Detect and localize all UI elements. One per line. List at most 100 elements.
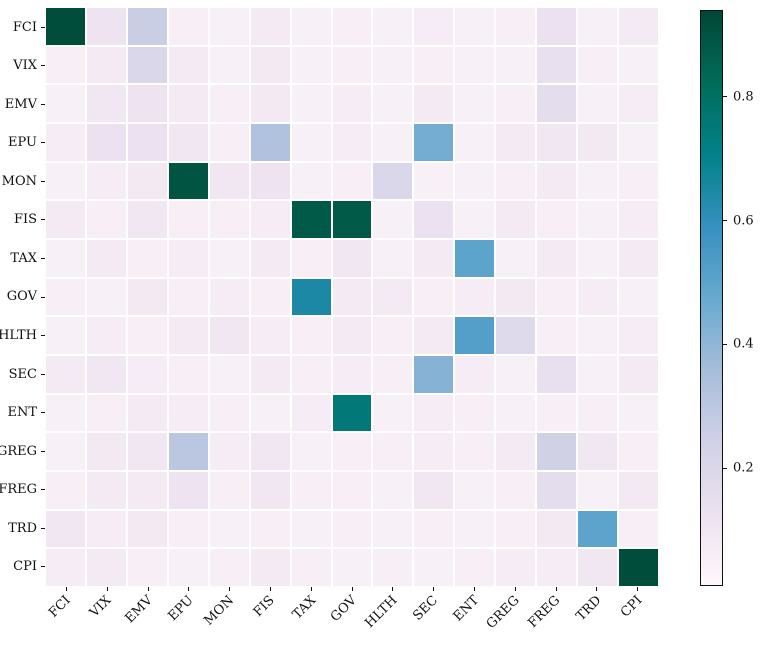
x-tick-label: EPU xyxy=(165,593,197,625)
heatmap-cell xyxy=(619,433,658,470)
x-tick-label: GREG xyxy=(483,593,523,632)
heatmap-cell xyxy=(455,510,495,548)
heatmap-cell xyxy=(414,317,454,354)
heatmap-cell xyxy=(46,85,85,122)
heatmap-cell xyxy=(373,356,413,393)
heatmap-cell xyxy=(46,549,85,586)
heatmap-cell xyxy=(373,472,413,509)
y-tick-mark xyxy=(41,180,45,182)
heatmap-cell xyxy=(332,201,372,238)
heatmap-cell xyxy=(86,472,126,509)
heatmap-cell xyxy=(414,433,454,470)
heatmap-cell xyxy=(291,85,331,122)
heatmap-cell xyxy=(291,394,331,432)
y-tick-label: FREG xyxy=(0,482,37,498)
heatmap-cell xyxy=(168,317,208,354)
y-tick-label: GOV xyxy=(6,289,37,305)
heatmap-cell xyxy=(209,162,249,200)
y-tick-mark xyxy=(41,527,45,529)
x-tick-mark xyxy=(555,587,557,591)
y-tick-mark xyxy=(41,257,45,259)
heatmap-cell xyxy=(127,356,167,393)
heatmap-cell xyxy=(619,472,658,509)
heatmap-cell xyxy=(127,317,167,354)
heatmap-cell xyxy=(496,162,536,200)
heatmap-cell xyxy=(127,240,167,277)
heatmap-cell xyxy=(537,549,577,586)
heatmap-cell xyxy=(619,549,658,586)
heatmap-cell xyxy=(455,162,495,200)
heatmap-cell xyxy=(127,549,167,586)
heatmap-cell xyxy=(373,85,413,122)
heatmap-cell xyxy=(578,162,618,200)
heatmap-cell xyxy=(496,472,536,509)
x-tick-mark xyxy=(229,587,231,591)
y-tick-label: CPI xyxy=(13,559,37,575)
heatmap-cell xyxy=(86,46,126,84)
y-axis-labels: FCI VIX EMV EPU MON FIS TAX GOV HLTH SEC ENT GREG FR… xyxy=(0,8,37,586)
y-tick-mark xyxy=(41,103,45,105)
heatmap-cell xyxy=(414,162,454,200)
heatmap-cell xyxy=(250,278,290,316)
heatmap-cell xyxy=(496,394,536,432)
heatmap-cell xyxy=(46,278,85,316)
heatmap-cell xyxy=(578,472,618,509)
heatmap-cell xyxy=(619,510,658,548)
heatmap-cell xyxy=(168,433,208,470)
heatmap-cell xyxy=(537,317,577,354)
heatmap-cell xyxy=(455,8,495,45)
colorbar xyxy=(700,10,723,586)
heatmap-cell xyxy=(250,394,290,432)
heatmap-cell xyxy=(86,317,126,354)
heatmap-cell xyxy=(291,278,331,316)
heatmap-cell xyxy=(619,394,658,432)
heatmap-cell xyxy=(455,201,495,238)
heatmap-cell xyxy=(332,472,372,509)
heatmap-cell xyxy=(373,124,413,161)
heatmap-cell xyxy=(46,317,85,354)
colorbar-tick-label: 0.8 xyxy=(733,89,754,105)
heatmap-cell xyxy=(373,549,413,586)
y-tick-mark xyxy=(41,450,45,452)
heatmap-cell xyxy=(455,124,495,161)
x-tick-mark xyxy=(637,587,639,591)
heatmap-cell xyxy=(86,162,126,200)
heatmap-cell xyxy=(291,240,331,277)
heatmap-cell xyxy=(46,433,85,470)
y-tick-label: FIS xyxy=(13,212,37,228)
colorbar-tick-mark xyxy=(723,96,727,98)
heatmap-cell xyxy=(578,278,618,316)
heatmap-cell xyxy=(332,356,372,393)
x-tick-mark xyxy=(514,587,516,591)
heatmap-cell xyxy=(537,85,577,122)
heatmap-cell xyxy=(168,201,208,238)
heatmap-cell xyxy=(578,8,618,45)
y-tick-label: SEC xyxy=(8,366,37,382)
heatmap-cell xyxy=(209,46,249,84)
x-tick-label: GOV xyxy=(327,593,360,625)
heatmap-cell xyxy=(209,85,249,122)
heatmap-cell xyxy=(46,510,85,548)
heatmap-cell xyxy=(250,356,290,393)
x-tick-mark xyxy=(188,587,190,591)
y-tick-label: TAX xyxy=(10,250,37,266)
heatmap-cell xyxy=(332,549,372,586)
x-tick-mark xyxy=(351,587,353,591)
heatmap-cell xyxy=(332,433,372,470)
x-tick-label: FCI xyxy=(46,593,75,621)
heatmap-cell xyxy=(455,240,495,277)
heatmap-cell xyxy=(496,124,536,161)
heatmap-cell xyxy=(455,317,495,354)
colorbar-tick-mark xyxy=(723,220,727,222)
heatmap-cell xyxy=(209,240,249,277)
heatmap-cell xyxy=(209,124,249,161)
y-tick-label: EPU xyxy=(8,135,37,151)
y-tick-mark xyxy=(41,489,45,491)
heatmap-cell xyxy=(86,510,126,548)
heatmap-cell xyxy=(168,85,208,122)
heatmap-cell xyxy=(46,240,85,277)
y-tick-label: VIX xyxy=(13,58,37,74)
colorbar-tick-label: 0.2 xyxy=(733,460,754,476)
y-tick-label: EMV xyxy=(4,96,37,112)
heatmap-cell xyxy=(332,8,372,45)
